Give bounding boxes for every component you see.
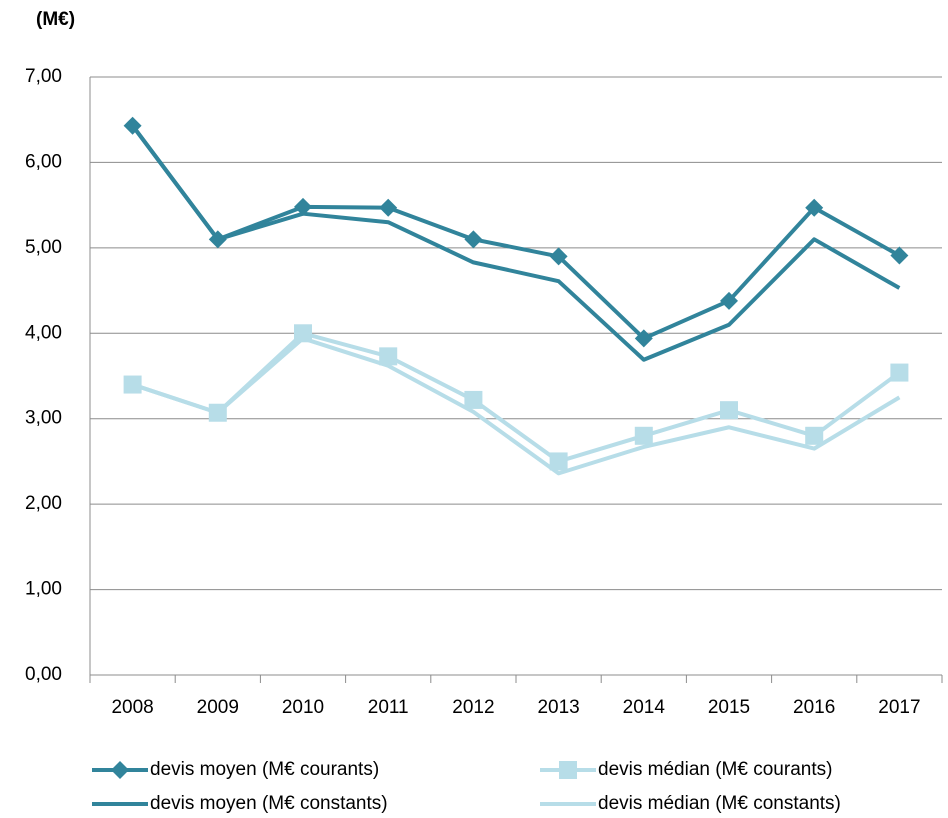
x-tick-label: 2016 — [793, 697, 835, 718]
marker — [123, 375, 142, 394]
marker — [890, 363, 909, 382]
x-tick-label: 2009 — [197, 697, 239, 718]
y-tick-label: 1,00 — [25, 579, 62, 600]
marker — [634, 426, 653, 445]
series-line — [130, 124, 901, 341]
y-tick-label: 0,00 — [25, 664, 62, 685]
marker — [294, 197, 312, 216]
legend-marker — [111, 761, 129, 779]
marker — [123, 116, 142, 135]
y-tick-label: 2,00 — [25, 493, 62, 514]
x-tick-label: 2011 — [368, 697, 409, 718]
legend-label: devis moyen (M€ courants) — [150, 759, 379, 780]
marker — [720, 401, 738, 420]
series-line — [131, 331, 901, 464]
y-tick-label: 7,00 — [25, 66, 62, 87]
marker — [208, 403, 227, 422]
series-line — [130, 124, 901, 362]
marker — [890, 246, 909, 265]
y-tick-label: 3,00 — [25, 408, 62, 429]
marker — [379, 198, 398, 217]
marker — [379, 347, 398, 366]
x-tick-label: 2015 — [708, 697, 750, 718]
marker — [549, 247, 568, 266]
x-tick-label: 2012 — [452, 697, 494, 718]
x-tick-label: 2017 — [878, 697, 920, 718]
marker — [720, 291, 738, 310]
marker — [549, 452, 568, 471]
marker — [805, 198, 824, 217]
x-tick-label: 2010 — [282, 697, 324, 718]
y-axis-unit: (M€) — [36, 9, 75, 30]
marker — [464, 390, 483, 409]
legend-marker — [559, 761, 577, 779]
x-tick-label: 2014 — [623, 697, 666, 718]
y-tick-label: 5,00 — [25, 237, 62, 258]
x-tick-label: 2013 — [537, 697, 579, 718]
legend-label: devis médian (M€ courants) — [598, 759, 832, 780]
marker — [294, 324, 312, 343]
marker — [208, 230, 227, 249]
series-line — [131, 336, 901, 476]
legend-label: devis médian (M€ constants) — [598, 793, 841, 814]
x-tick-label: 2008 — [111, 697, 153, 718]
legend-label: devis moyen (M€ constants) — [150, 793, 388, 814]
marker — [464, 230, 483, 249]
marker — [634, 329, 653, 348]
y-tick-label: 6,00 — [25, 151, 62, 172]
marker — [805, 426, 824, 445]
y-tick-label: 4,00 — [25, 322, 62, 343]
